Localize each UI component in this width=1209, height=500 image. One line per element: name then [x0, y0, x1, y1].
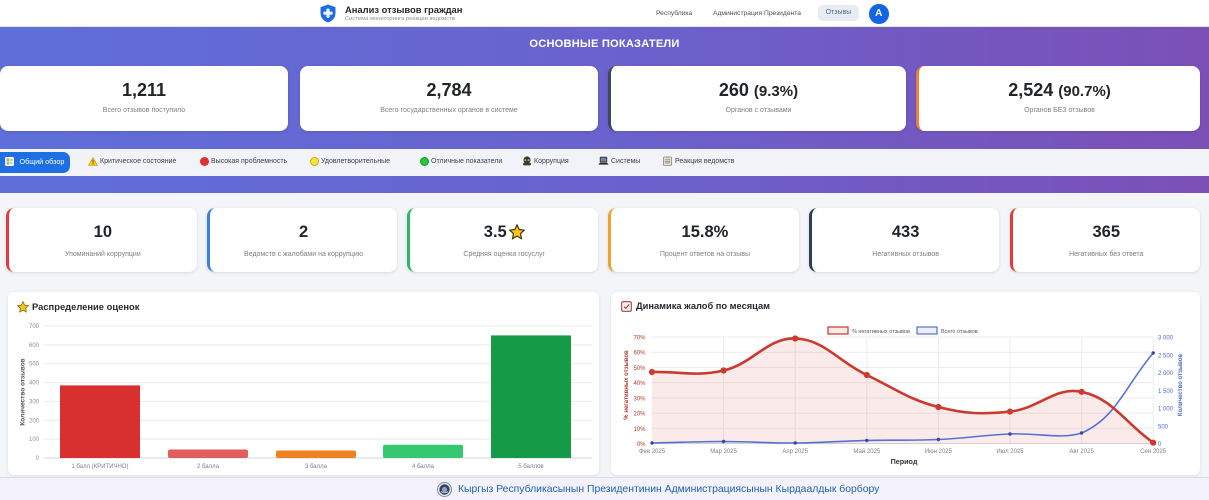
svg-text:Авг 2025: Авг 2025	[1069, 449, 1094, 455]
svg-text:0: 0	[1158, 442, 1162, 448]
svg-text:1 500: 1 500	[1158, 389, 1174, 395]
svg-text:3 000: 3 000	[1158, 336, 1174, 342]
svg-text:Количество отзывов: Количество отзывов	[1178, 354, 1184, 416]
svg-text:3 балла: 3 балла	[305, 464, 328, 470]
svg-text:1 балл (КРИТИЧНО): 1 балл (КРИТИЧНО)	[71, 464, 128, 470]
svg-text:Май 2025: Май 2025	[853, 448, 880, 455]
svg-text:Мар 2025: Мар 2025	[710, 449, 737, 455]
svg-text:4 балла: 4 балла	[412, 464, 435, 470]
svg-text:50%: 50%	[633, 366, 646, 372]
svg-text:60%: 60%	[633, 351, 646, 357]
svg-text:600: 600	[29, 343, 40, 349]
svg-text:300: 300	[29, 399, 40, 405]
svg-text:% негативных отзывов: % негативных отзывов	[624, 350, 630, 420]
svg-text:200: 200	[29, 418, 40, 424]
svg-text:0: 0	[36, 456, 40, 462]
svg-text:5 баллов: 5 баллов	[518, 464, 543, 470]
svg-text:Период: Период	[891, 457, 918, 466]
svg-text:70%: 70%	[633, 336, 646, 342]
svg-text:500: 500	[1158, 424, 1169, 430]
svg-text:Всего отзывов: Всего отзывов	[941, 329, 978, 335]
svg-text:1 000: 1 000	[1158, 407, 1174, 413]
svg-text:20%: 20%	[633, 412, 646, 418]
svg-text:2 000: 2 000	[1158, 371, 1174, 377]
svg-text:0%: 0%	[637, 442, 646, 448]
svg-text:Июл 2025: Июл 2025	[996, 449, 1024, 455]
svg-text:400: 400	[29, 381, 40, 387]
svg-text:Сен 2025: Сен 2025	[1140, 449, 1167, 455]
svg-text:Июн 2025: Июн 2025	[925, 449, 953, 455]
svg-text:2 500: 2 500	[1158, 353, 1174, 359]
svg-text:30%: 30%	[633, 396, 646, 402]
svg-text:% негативных отзывов: % негативных отзывов	[852, 329, 910, 335]
svg-text:Апр 2025: Апр 2025	[782, 449, 808, 455]
svg-text:Фев 2025: Фев 2025	[639, 449, 666, 455]
svg-text:700: 700	[29, 324, 40, 330]
svg-text:Количество отзывов: Количество отзывов	[20, 358, 27, 425]
svg-text:100: 100	[29, 437, 40, 443]
svg-text:2 балла: 2 балла	[197, 464, 220, 470]
svg-text:500: 500	[29, 362, 40, 368]
svg-text:40%: 40%	[633, 381, 646, 387]
svg-text:10%: 10%	[633, 427, 646, 433]
